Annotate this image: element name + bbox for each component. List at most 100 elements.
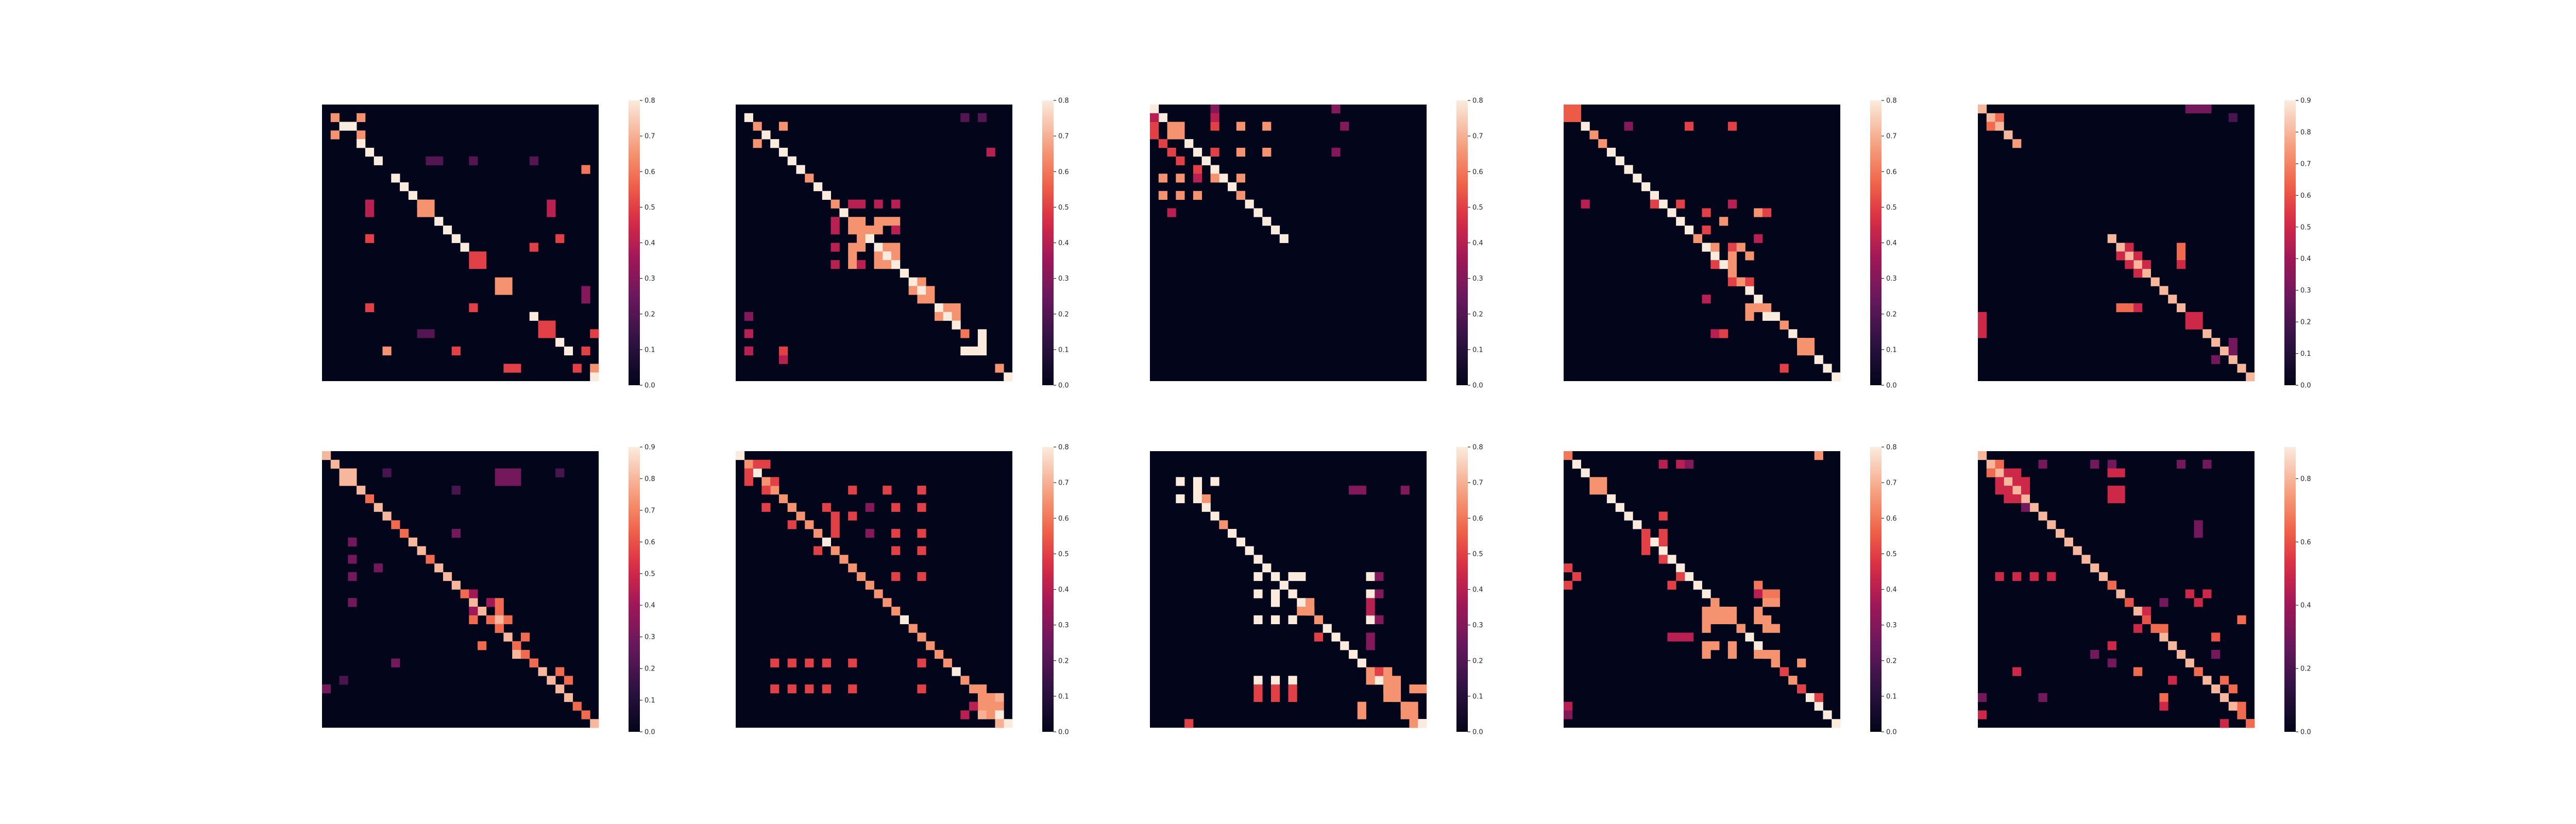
heatmap-cell	[831, 546, 840, 555]
heatmap-cell	[2159, 624, 2168, 633]
heatmap-cell	[1262, 563, 1272, 573]
heatmap-cell	[1727, 615, 1737, 625]
heatmap-cell	[1754, 234, 1763, 243]
heatmap-cell	[883, 598, 892, 607]
heatmap-cell	[1366, 615, 1375, 625]
heatmap-cell	[1762, 303, 1772, 313]
heatmap-cell	[1805, 346, 1815, 356]
heatmap-cell	[960, 676, 970, 685]
heatmap-cell	[960, 710, 970, 719]
colorbar	[629, 447, 640, 732]
heatmap-cell	[822, 191, 831, 200]
heatmap-cell	[770, 139, 779, 148]
heatmap-cell	[995, 701, 1004, 711]
heatmap-cell	[1158, 139, 1167, 148]
colorbar-tick-label: 0.2	[645, 311, 655, 318]
heatmap-cell	[1762, 208, 1772, 217]
heatmap-cell	[1348, 486, 1358, 495]
heatmap-cell	[1193, 174, 1202, 183]
heatmap-cell	[1710, 260, 1720, 269]
heatmap-cell	[1262, 122, 1272, 131]
heatmap-cell	[1279, 580, 1289, 590]
heatmap-panel-4: 0.0 0.1 0.2 0.3 0.4 0.5 0.6 0.7 0.8	[1564, 97, 1897, 390]
heatmap-cell	[1288, 676, 1297, 685]
heatmap-cell	[2176, 260, 2186, 269]
colorbar-tick-label: 0.8	[645, 97, 655, 105]
heatmap-cell	[1167, 122, 1176, 131]
heatmap-cell	[1201, 503, 1211, 512]
heatmap-cell	[417, 208, 426, 217]
heatmap-cell	[1193, 477, 1202, 486]
heatmap-cell	[339, 477, 348, 486]
heatmap-cell	[581, 295, 590, 304]
heatmap-cell	[1288, 693, 1297, 702]
heatmap-cell	[1306, 607, 1315, 616]
heatmap-cell	[1814, 701, 1823, 711]
heatmap-cell	[469, 607, 478, 616]
heatmap-cell	[917, 529, 926, 538]
heatmap-cell	[1986, 113, 1995, 122]
heatmap-cell	[2004, 130, 2013, 140]
heatmap-cell	[1375, 676, 1384, 685]
heatmap-cell	[382, 468, 392, 477]
colorbar	[1456, 100, 1468, 385]
heatmap-cell	[1650, 199, 1659, 209]
heatmap-cell	[2004, 468, 2013, 477]
heatmap-cell	[1754, 607, 1763, 616]
heatmap-cell	[426, 329, 435, 338]
heatmap-cell	[2038, 511, 2047, 521]
heatmap-cell	[581, 286, 590, 295]
colorbar-tick-label: 0.2	[1886, 311, 1897, 318]
heatmap-cell	[1780, 364, 1789, 373]
colorbar	[2284, 447, 2296, 732]
heatmap-cell	[1323, 624, 1332, 633]
heatmap-panel-2: 0.0 0.1 0.2 0.3 0.4 0.5 0.6 0.7 0.8	[736, 97, 1069, 390]
colorbar-tick-label: 0.6	[1058, 515, 1069, 523]
heatmap-cell	[2168, 676, 2177, 685]
heatmap-cell	[736, 451, 745, 460]
heatmap-cell	[969, 346, 978, 356]
heatmap-cell	[796, 165, 805, 174]
heatmap-cell	[469, 598, 478, 607]
heatmap-cell	[1995, 122, 2004, 131]
heatmap-cell	[478, 251, 487, 261]
heatmap-cell	[805, 684, 814, 694]
heatmap-cell	[952, 312, 961, 321]
heatmap-cell	[555, 338, 565, 347]
heatmap-cell	[1797, 684, 1806, 694]
heatmap-cell	[1279, 234, 1289, 243]
heatmap-cell	[1606, 147, 1616, 157]
colorbar-tick-label: 0.5	[1886, 551, 1897, 558]
heatmap-cell	[2228, 701, 2238, 711]
heatmap-cell	[2056, 529, 2065, 538]
heatmap-cell	[770, 658, 779, 667]
heatmap-cell	[1727, 649, 1737, 659]
heatmap-cell	[1745, 286, 1754, 295]
heatmap-cell	[1762, 615, 1772, 625]
heatmap-cell	[1995, 113, 2004, 122]
heatmap-cell	[1624, 122, 1633, 131]
colorbar	[2284, 100, 2296, 385]
heatmap-cell	[1771, 312, 1780, 321]
heatmap-cell	[503, 468, 513, 477]
heatmap-cell	[2029, 572, 2039, 581]
heatmap-cell	[1598, 477, 1607, 486]
heatmap-cell	[1383, 684, 1393, 694]
heatmap-cell	[2237, 615, 2246, 625]
heatmap-cell	[2021, 486, 2030, 495]
heatmap-cell	[547, 208, 556, 217]
colorbar-tick-label: 0.7	[1886, 133, 1897, 141]
heatmap-cell	[883, 260, 892, 269]
heatmap-cell	[1814, 693, 1823, 702]
heatmap-cell	[1624, 165, 1633, 174]
heatmap-cell	[1797, 346, 1806, 356]
colorbar-tick-label: 0.5	[2300, 224, 2311, 231]
colorbar-tick-label: 0.6	[1058, 168, 1069, 176]
heatmap-cell	[1366, 676, 1375, 685]
heatmap-cell	[330, 459, 340, 469]
heatmap-cell	[330, 130, 340, 140]
heatmap-cell	[1771, 598, 1780, 607]
heatmap-cell	[1754, 303, 1763, 313]
heatmap-panel-5: 0.0 0.1 0.2 0.3 0.4 0.5 0.6 0.7 0.8 0.9	[1978, 97, 2311, 390]
heatmap-cell	[2211, 684, 2221, 694]
